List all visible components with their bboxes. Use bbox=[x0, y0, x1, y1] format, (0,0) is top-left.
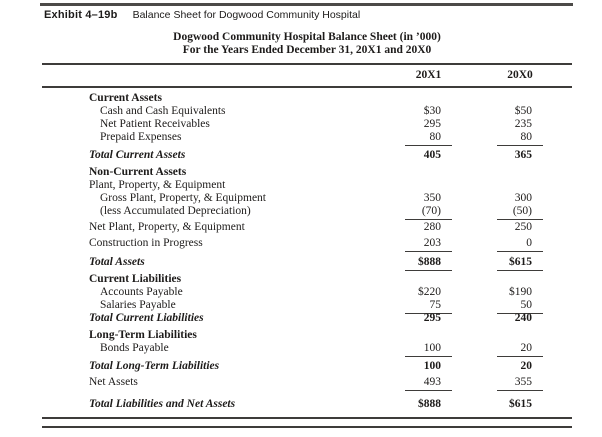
row-label: Total Long-Term Liabilities bbox=[89, 360, 220, 372]
balance-sheet-table: 20X1 20X0 Current Assets Cash and Cash Eq… bbox=[42, 63, 572, 428]
row-value-20x0: 250 bbox=[514, 221, 532, 233]
row-value-20x1: $30 bbox=[423, 105, 441, 117]
row-label: Salaries Payable bbox=[100, 299, 176, 311]
row-label: Total Liabilities and Net Assets bbox=[89, 398, 236, 410]
row-value-20x0: 235 bbox=[514, 118, 532, 130]
row-label: Net Assets bbox=[89, 376, 138, 388]
row-label: Bonds Payable bbox=[100, 342, 169, 354]
row-value-20x0: $615 bbox=[497, 255, 543, 271]
column-header-20x1: 20X1 bbox=[415, 69, 442, 81]
row-value-20x0: 50 bbox=[497, 298, 543, 314]
table-row: Prepaid Expenses 80 80 bbox=[42, 130, 572, 146]
row-label: Construction in Progress bbox=[89, 237, 203, 249]
table-body: Current Assets Cash and Cash Equivalents $… bbox=[42, 88, 572, 411]
row-label: Net Patient Receivables bbox=[100, 118, 210, 130]
row-value-20x1: $220 bbox=[418, 286, 441, 298]
row-value-20x1: 405 bbox=[423, 149, 441, 161]
row-value-20x0: (50) bbox=[497, 204, 543, 220]
row-value-20x0: $50 bbox=[514, 105, 532, 117]
row-value-20x1: $888 bbox=[418, 398, 441, 410]
table-row: Long-Term Liabilities bbox=[42, 329, 572, 342]
row-value-20x1: 350 bbox=[423, 192, 441, 204]
row-value-20x0: 0 bbox=[497, 236, 543, 252]
table-row: Accounts Payable $220 $190 bbox=[42, 286, 572, 299]
row-label: Plant, Property, & Equipment bbox=[89, 179, 226, 191]
table-bottom-double-rule bbox=[42, 417, 572, 428]
table-row: Total Long-Term Liabilities 100 20 bbox=[42, 360, 572, 373]
row-label: Long-Term Liabilities bbox=[89, 329, 197, 341]
row-label: Total Current Liabilities bbox=[89, 312, 204, 324]
exhibit-caption: Balance Sheet for Dogwood Community Hosp… bbox=[132, 9, 361, 21]
row-value-20x1: 295 bbox=[423, 118, 441, 130]
table-row: Total Liabilities and Net Assets $888 $615 bbox=[42, 398, 572, 411]
row-label: Non-Current Assets bbox=[89, 166, 187, 178]
row-value-20x0: 20 bbox=[520, 360, 533, 372]
exhibit-header: Exhibit 4–19b Balance Sheet for Dogwood … bbox=[44, 9, 584, 22]
row-value-20x1: (70) bbox=[405, 204, 452, 220]
row-value-20x1: 295 bbox=[423, 312, 441, 324]
row-value-20x1: $888 bbox=[405, 255, 452, 271]
table-row: Salaries Payable 75 50 bbox=[42, 298, 572, 314]
row-value-20x1: 493 bbox=[405, 375, 452, 391]
table-row: Total Current Assets 405 365 bbox=[42, 149, 572, 162]
document-title-line2: For the Years Ended December 31, 20X1 an… bbox=[182, 44, 432, 56]
row-label: Net Plant, Property, & Equipment bbox=[89, 221, 245, 233]
table-row: (less Accumulated Depreciation) (70) (50) bbox=[42, 204, 572, 220]
table-row: Plant, Property, & Equipment bbox=[42, 179, 572, 192]
row-value-20x1: 100 bbox=[423, 360, 441, 372]
row-label: Current Liabilities bbox=[89, 273, 182, 285]
table-row: Current Liabilities bbox=[42, 273, 572, 286]
table-row: Net Assets 493 355 bbox=[42, 375, 572, 391]
exhibit-top-bar bbox=[40, 3, 573, 6]
row-label: Current Assets bbox=[89, 92, 162, 104]
row-value-20x0: $615 bbox=[509, 398, 532, 410]
row-value-20x1: 203 bbox=[405, 236, 452, 252]
table-row: Net Patient Receivables 295 235 bbox=[42, 118, 572, 131]
row-label: Gross Plant, Property, & Equipment bbox=[100, 192, 266, 204]
table-row: Net Plant, Property, & Equipment 280 250 bbox=[42, 221, 572, 234]
row-value-20x1: 280 bbox=[423, 221, 441, 233]
row-value-20x0: 240 bbox=[514, 312, 532, 324]
row-value-20x0: 355 bbox=[497, 375, 543, 391]
document-title: Dogwood Community Hospital Balance Sheet… bbox=[42, 31, 572, 57]
table-row: Total Assets $888 $615 bbox=[42, 255, 572, 271]
row-value-20x0: 20 bbox=[497, 341, 543, 357]
table-row: Construction in Progress 203 0 bbox=[42, 236, 572, 252]
row-value-20x1: 75 bbox=[405, 298, 452, 314]
table-row: Total Current Liabilities 295 240 bbox=[42, 312, 572, 325]
row-label: Total Current Assets bbox=[89, 149, 186, 161]
table-row: Bonds Payable 100 20 bbox=[42, 341, 572, 357]
table-row: Non-Current Assets bbox=[42, 166, 572, 179]
row-value-20x0: 300 bbox=[514, 192, 532, 204]
row-value-20x1: 80 bbox=[405, 130, 452, 146]
row-label: Cash and Cash Equivalents bbox=[100, 105, 226, 117]
row-label: Total Assets bbox=[89, 256, 145, 268]
row-label: Prepaid Expenses bbox=[100, 131, 182, 143]
row-value-20x0: 365 bbox=[514, 149, 532, 161]
exhibit-label: Exhibit 4–19b bbox=[44, 9, 118, 21]
column-header-20x0: 20X0 bbox=[507, 69, 533, 81]
row-value-20x0: 80 bbox=[497, 130, 543, 146]
document-title-line1: Dogwood Community Hospital Balance Sheet… bbox=[173, 31, 441, 43]
table-header-row: 20X1 20X0 bbox=[42, 63, 572, 88]
row-label: Accounts Payable bbox=[100, 286, 183, 298]
row-value-20x0: $190 bbox=[509, 286, 532, 298]
row-value-20x1: 100 bbox=[405, 341, 452, 357]
table-row: Current Assets bbox=[42, 92, 572, 105]
row-label: (less Accumulated Depreciation) bbox=[100, 205, 251, 217]
table-row: Cash and Cash Equivalents $30 $50 bbox=[42, 105, 572, 118]
table-row: Gross Plant, Property, & Equipment 350 300 bbox=[42, 192, 572, 205]
